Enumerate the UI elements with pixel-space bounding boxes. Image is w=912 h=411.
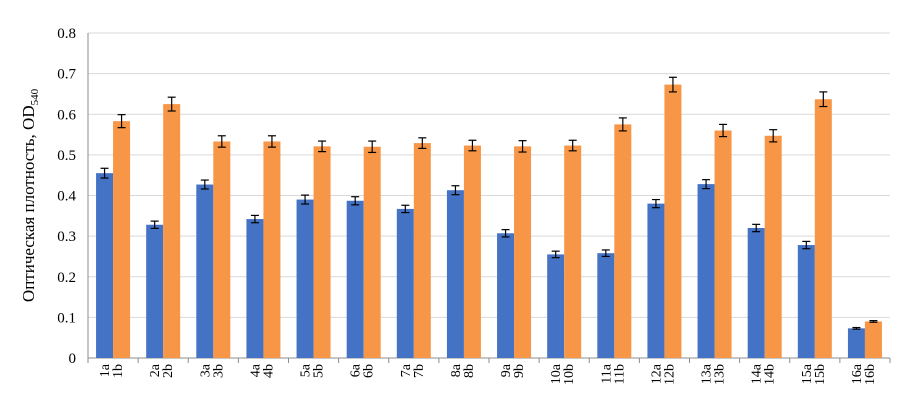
x-tick-label: 15a — [800, 363, 815, 384]
bar — [847, 328, 865, 358]
bar — [196, 184, 214, 358]
x-tick-label: 10a — [549, 363, 564, 384]
y-axis-title: Оптическая плотность, OD540 — [19, 88, 41, 302]
y-tick-label: 0.6 — [57, 107, 76, 123]
x-tick-label: 5a — [299, 363, 314, 377]
x-tick-label: 7a — [399, 363, 414, 377]
bar — [514, 146, 532, 358]
x-tick-label: 6b — [362, 364, 377, 378]
x-tick-label: 12b — [662, 364, 677, 385]
bar — [597, 253, 615, 358]
x-tick-label: 2a — [148, 363, 163, 377]
x-tick-label: 4b — [261, 364, 276, 378]
x-tick-label: 4a — [248, 363, 263, 377]
bar — [497, 233, 515, 358]
x-tick-label: 7b — [412, 364, 427, 378]
x-tick-label: 5b — [312, 364, 327, 378]
x-tick-label: 9b — [512, 364, 527, 378]
x-tick-label: 2b — [161, 364, 176, 378]
bar — [614, 124, 632, 358]
bar — [463, 145, 481, 358]
bar — [814, 99, 832, 358]
x-tick-label: 9a — [499, 363, 514, 377]
y-tick-label: 0.3 — [57, 229, 76, 245]
x-tick-label: 11a — [599, 363, 614, 383]
bar — [163, 104, 181, 358]
bar — [396, 208, 414, 358]
y-tick-label: 0.5 — [57, 148, 76, 164]
bar — [714, 130, 732, 358]
x-tick-label: 3a — [198, 363, 213, 377]
y-tick-label: 0.7 — [57, 67, 76, 83]
y-tick-label: 0.4 — [57, 189, 76, 205]
bar — [864, 321, 882, 358]
y-tick-label: 0 — [69, 351, 77, 367]
x-tick-label: 14b — [763, 364, 778, 385]
x-tick-label: 8a — [449, 363, 464, 377]
bar — [797, 245, 815, 358]
x-tick-label: 10b — [562, 364, 577, 385]
x-tick-label: 15b — [813, 364, 828, 385]
bar — [313, 146, 331, 358]
y-tick-label: 0.1 — [57, 310, 76, 326]
y-tick-label: 0.8 — [57, 26, 76, 42]
bar — [113, 121, 131, 358]
bar — [697, 184, 715, 358]
bar — [213, 141, 231, 358]
x-tick-label: 16b — [863, 364, 878, 385]
bar — [647, 203, 665, 358]
bar — [564, 145, 582, 358]
bar — [664, 84, 682, 358]
bar — [764, 135, 782, 358]
bar — [747, 228, 765, 358]
x-tick-label: 8b — [462, 364, 477, 378]
y-tick-label: 0.2 — [57, 270, 76, 286]
x-tick-label: 13a — [700, 363, 715, 384]
bar — [246, 219, 264, 358]
bar — [96, 173, 114, 358]
bar — [363, 146, 381, 358]
bar — [146, 224, 164, 358]
bar — [413, 143, 431, 358]
x-tick-label: 1a — [98, 363, 113, 377]
x-tick-label: 13b — [713, 364, 728, 385]
bar — [296, 199, 314, 358]
x-tick-label: 12a — [649, 363, 664, 384]
x-tick-label: 14a — [750, 363, 765, 384]
x-tick-label: 11b — [612, 364, 627, 384]
x-tick-label: 6a — [349, 363, 364, 377]
bar — [346, 200, 364, 358]
bar — [446, 190, 464, 358]
x-tick-label: 1b — [111, 364, 126, 378]
x-tick-label: 3b — [211, 364, 226, 378]
bar — [263, 141, 281, 358]
x-tick-label: 16a — [850, 363, 865, 384]
bar — [547, 254, 565, 358]
